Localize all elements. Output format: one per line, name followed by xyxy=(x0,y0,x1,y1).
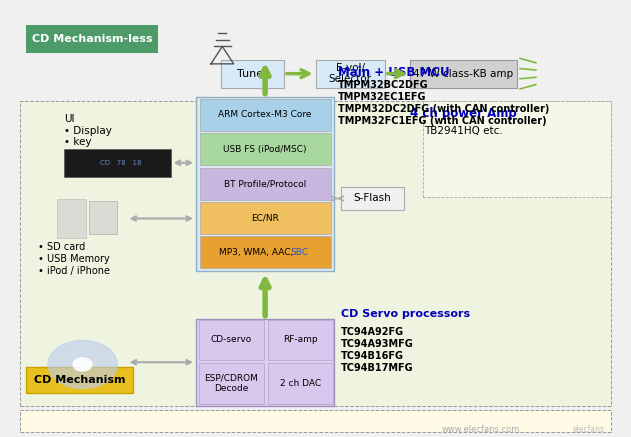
Text: SBC: SBC xyxy=(290,248,308,257)
Text: 47 W class-KB amp: 47 W class-KB amp xyxy=(413,69,514,79)
Text: TMPM32EC1EFG: TMPM32EC1EFG xyxy=(338,92,426,102)
Text: CD Mechanism: CD Mechanism xyxy=(33,375,125,385)
Text: ESP/CDROM
Decode: ESP/CDROM Decode xyxy=(204,374,258,393)
Text: RF-amp: RF-amp xyxy=(283,336,318,344)
Text: elecfans: elecfans xyxy=(573,425,605,434)
FancyBboxPatch shape xyxy=(57,199,86,238)
Text: EC/NR: EC/NR xyxy=(251,214,279,222)
FancyBboxPatch shape xyxy=(20,410,611,432)
Circle shape xyxy=(73,358,92,371)
Text: S-Flash: S-Flash xyxy=(353,194,391,204)
FancyBboxPatch shape xyxy=(341,187,404,210)
Text: • SD card
• USB Memory
• iPod / iPhone: • SD card • USB Memory • iPod / iPhone xyxy=(38,243,110,276)
FancyBboxPatch shape xyxy=(20,101,611,406)
FancyBboxPatch shape xyxy=(268,320,333,360)
FancyBboxPatch shape xyxy=(26,24,158,53)
FancyBboxPatch shape xyxy=(316,59,385,88)
FancyBboxPatch shape xyxy=(26,368,133,393)
Text: TMPM32BC2DFG: TMPM32BC2DFG xyxy=(338,80,428,90)
Text: TC94B16FG: TC94B16FG xyxy=(341,351,404,361)
FancyBboxPatch shape xyxy=(199,133,331,165)
Text: CD Servo processors: CD Servo processors xyxy=(341,309,470,319)
FancyBboxPatch shape xyxy=(64,149,171,177)
FancyBboxPatch shape xyxy=(196,319,334,406)
Text: ARM Cortex-M3 Core: ARM Cortex-M3 Core xyxy=(218,111,312,119)
Text: UI
• Display
• key: UI • Display • key xyxy=(64,114,112,147)
Text: Main + USB MCU: Main + USB MCU xyxy=(338,66,449,79)
FancyBboxPatch shape xyxy=(199,202,331,234)
Text: TMPM32DC2DFG (with CAN controller): TMPM32DC2DFG (with CAN controller) xyxy=(338,104,549,114)
Text: CD-servo: CD-servo xyxy=(211,336,252,344)
FancyBboxPatch shape xyxy=(268,363,333,404)
Text: BT Profile/Protocol: BT Profile/Protocol xyxy=(224,179,306,188)
Circle shape xyxy=(48,340,117,388)
Text: TC94A93MFG: TC94A93MFG xyxy=(341,339,413,349)
Text: CD Mechanism-less: CD Mechanism-less xyxy=(32,34,152,44)
Text: TC94B17MFG: TC94B17MFG xyxy=(341,363,413,373)
Text: Tuner: Tuner xyxy=(237,69,268,79)
Text: MP3, WMA, AAC,: MP3, WMA, AAC, xyxy=(219,248,295,257)
Text: USB FS (iPod/MSC): USB FS (iPod/MSC) xyxy=(223,145,307,154)
FancyBboxPatch shape xyxy=(199,99,331,131)
FancyBboxPatch shape xyxy=(199,320,264,360)
Text: www.elecfans.com: www.elecfans.com xyxy=(442,425,520,434)
Text: E-vol/
Selector: E-vol/ Selector xyxy=(329,63,372,84)
FancyBboxPatch shape xyxy=(199,236,331,268)
FancyBboxPatch shape xyxy=(423,101,611,197)
FancyBboxPatch shape xyxy=(199,363,264,404)
FancyBboxPatch shape xyxy=(221,59,284,88)
FancyBboxPatch shape xyxy=(199,168,331,200)
Text: 2 ch DAC: 2 ch DAC xyxy=(280,379,321,388)
FancyBboxPatch shape xyxy=(196,97,334,271)
Text: TMPM32FC1EFG (with CAN controller): TMPM32FC1EFG (with CAN controller) xyxy=(338,116,546,126)
FancyBboxPatch shape xyxy=(89,201,117,234)
Text: 4 ch power Amp: 4 ch power Amp xyxy=(410,108,517,121)
Text: CD   78   18: CD 78 18 xyxy=(100,160,141,166)
Text: TB2941HQ etc.: TB2941HQ etc. xyxy=(424,126,503,136)
Text: TC94A92FG: TC94A92FG xyxy=(341,327,404,337)
FancyBboxPatch shape xyxy=(410,59,517,88)
